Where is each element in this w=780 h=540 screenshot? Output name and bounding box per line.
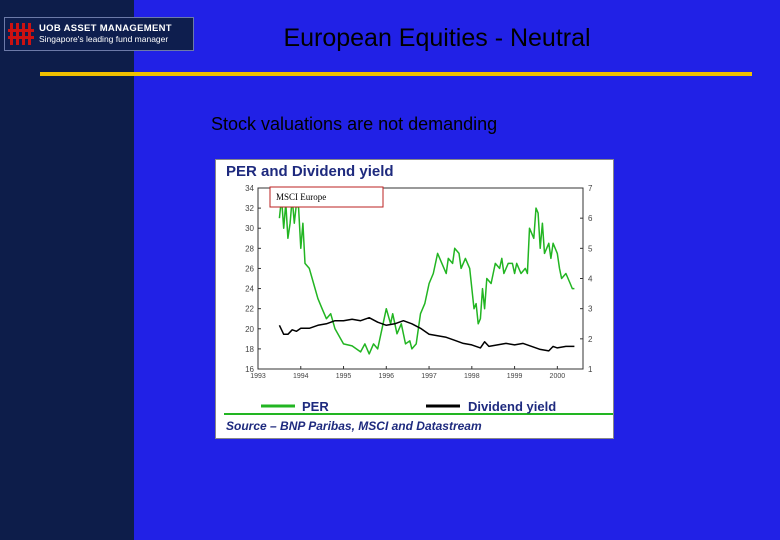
left-axis-tick-label: 26 xyxy=(245,264,254,273)
x-axis-tick-label: 1997 xyxy=(421,373,437,380)
logo-tagline: Singapore's leading fund manager xyxy=(39,34,169,44)
left-axis-tick-label: 16 xyxy=(245,365,254,374)
x-axis-tick-label: 1999 xyxy=(507,373,523,380)
right-axis-tick-label: 5 xyxy=(588,244,593,253)
left-axis-tick-label: 34 xyxy=(245,184,254,193)
chart-title: PER and Dividend yield xyxy=(226,163,394,180)
page-title: European Equities - Neutral xyxy=(283,24,591,52)
legend-label-dividend-yield: Dividend yield xyxy=(468,399,556,414)
left-axis-tick-label: 32 xyxy=(245,204,254,213)
right-axis-tick-label: 4 xyxy=(588,275,593,284)
right-axis-tick-label: 3 xyxy=(588,305,593,314)
x-axis-tick-label: 1996 xyxy=(379,373,395,380)
left-axis-tick-label: 22 xyxy=(245,305,254,314)
x-axis-tick-label: 1993 xyxy=(250,373,266,380)
x-axis-tick-label: 1994 xyxy=(293,373,309,380)
left-axis-tick-label: 18 xyxy=(245,345,254,354)
x-axis-tick-label: 1998 xyxy=(464,373,480,380)
annotation-label: MSCI Europe xyxy=(276,192,326,202)
dividend-yield-line xyxy=(278,316,575,352)
right-axis-tick-label: 6 xyxy=(588,214,593,223)
per-dividend-chart: PER and Dividend yield 34323028262422201… xyxy=(224,163,613,433)
left-axis-tick-label: 20 xyxy=(245,325,254,334)
logo-main-text: UOB ASSET MANAGEMENT xyxy=(39,23,172,34)
legend-label-per: PER xyxy=(302,399,329,414)
right-axis-tick-label: 7 xyxy=(588,184,593,193)
left-sidebar-band xyxy=(0,0,134,540)
uob-logo: UOB ASSET MANAGEMENT Singapore's leading… xyxy=(4,17,194,51)
right-axis-tick-label: 2 xyxy=(588,335,593,344)
left-axis-tick-label: 28 xyxy=(245,244,254,253)
chart-panel: PER and Dividend yield 34 32 30 28 26 24 22 20 1… xyxy=(215,159,614,439)
plot-area xyxy=(257,187,584,370)
right-axis-tick-label: 1 xyxy=(588,365,593,374)
uob-logo-mark-icon xyxy=(8,23,34,45)
slide-subtitle: Stock valuations are not demanding xyxy=(211,114,498,134)
per-line xyxy=(278,197,575,355)
annotation-box xyxy=(269,186,384,208)
chart-source: Source – BNP Paribas, MSCI and Datastrea… xyxy=(226,419,482,433)
left-axis-tick-label: 30 xyxy=(245,224,254,233)
x-axis-tick-label: 2000 xyxy=(550,373,566,380)
x-axis-tick-label: 1995 xyxy=(336,373,352,380)
title-divider xyxy=(40,72,752,76)
left-axis-tick-label: 24 xyxy=(245,285,254,294)
